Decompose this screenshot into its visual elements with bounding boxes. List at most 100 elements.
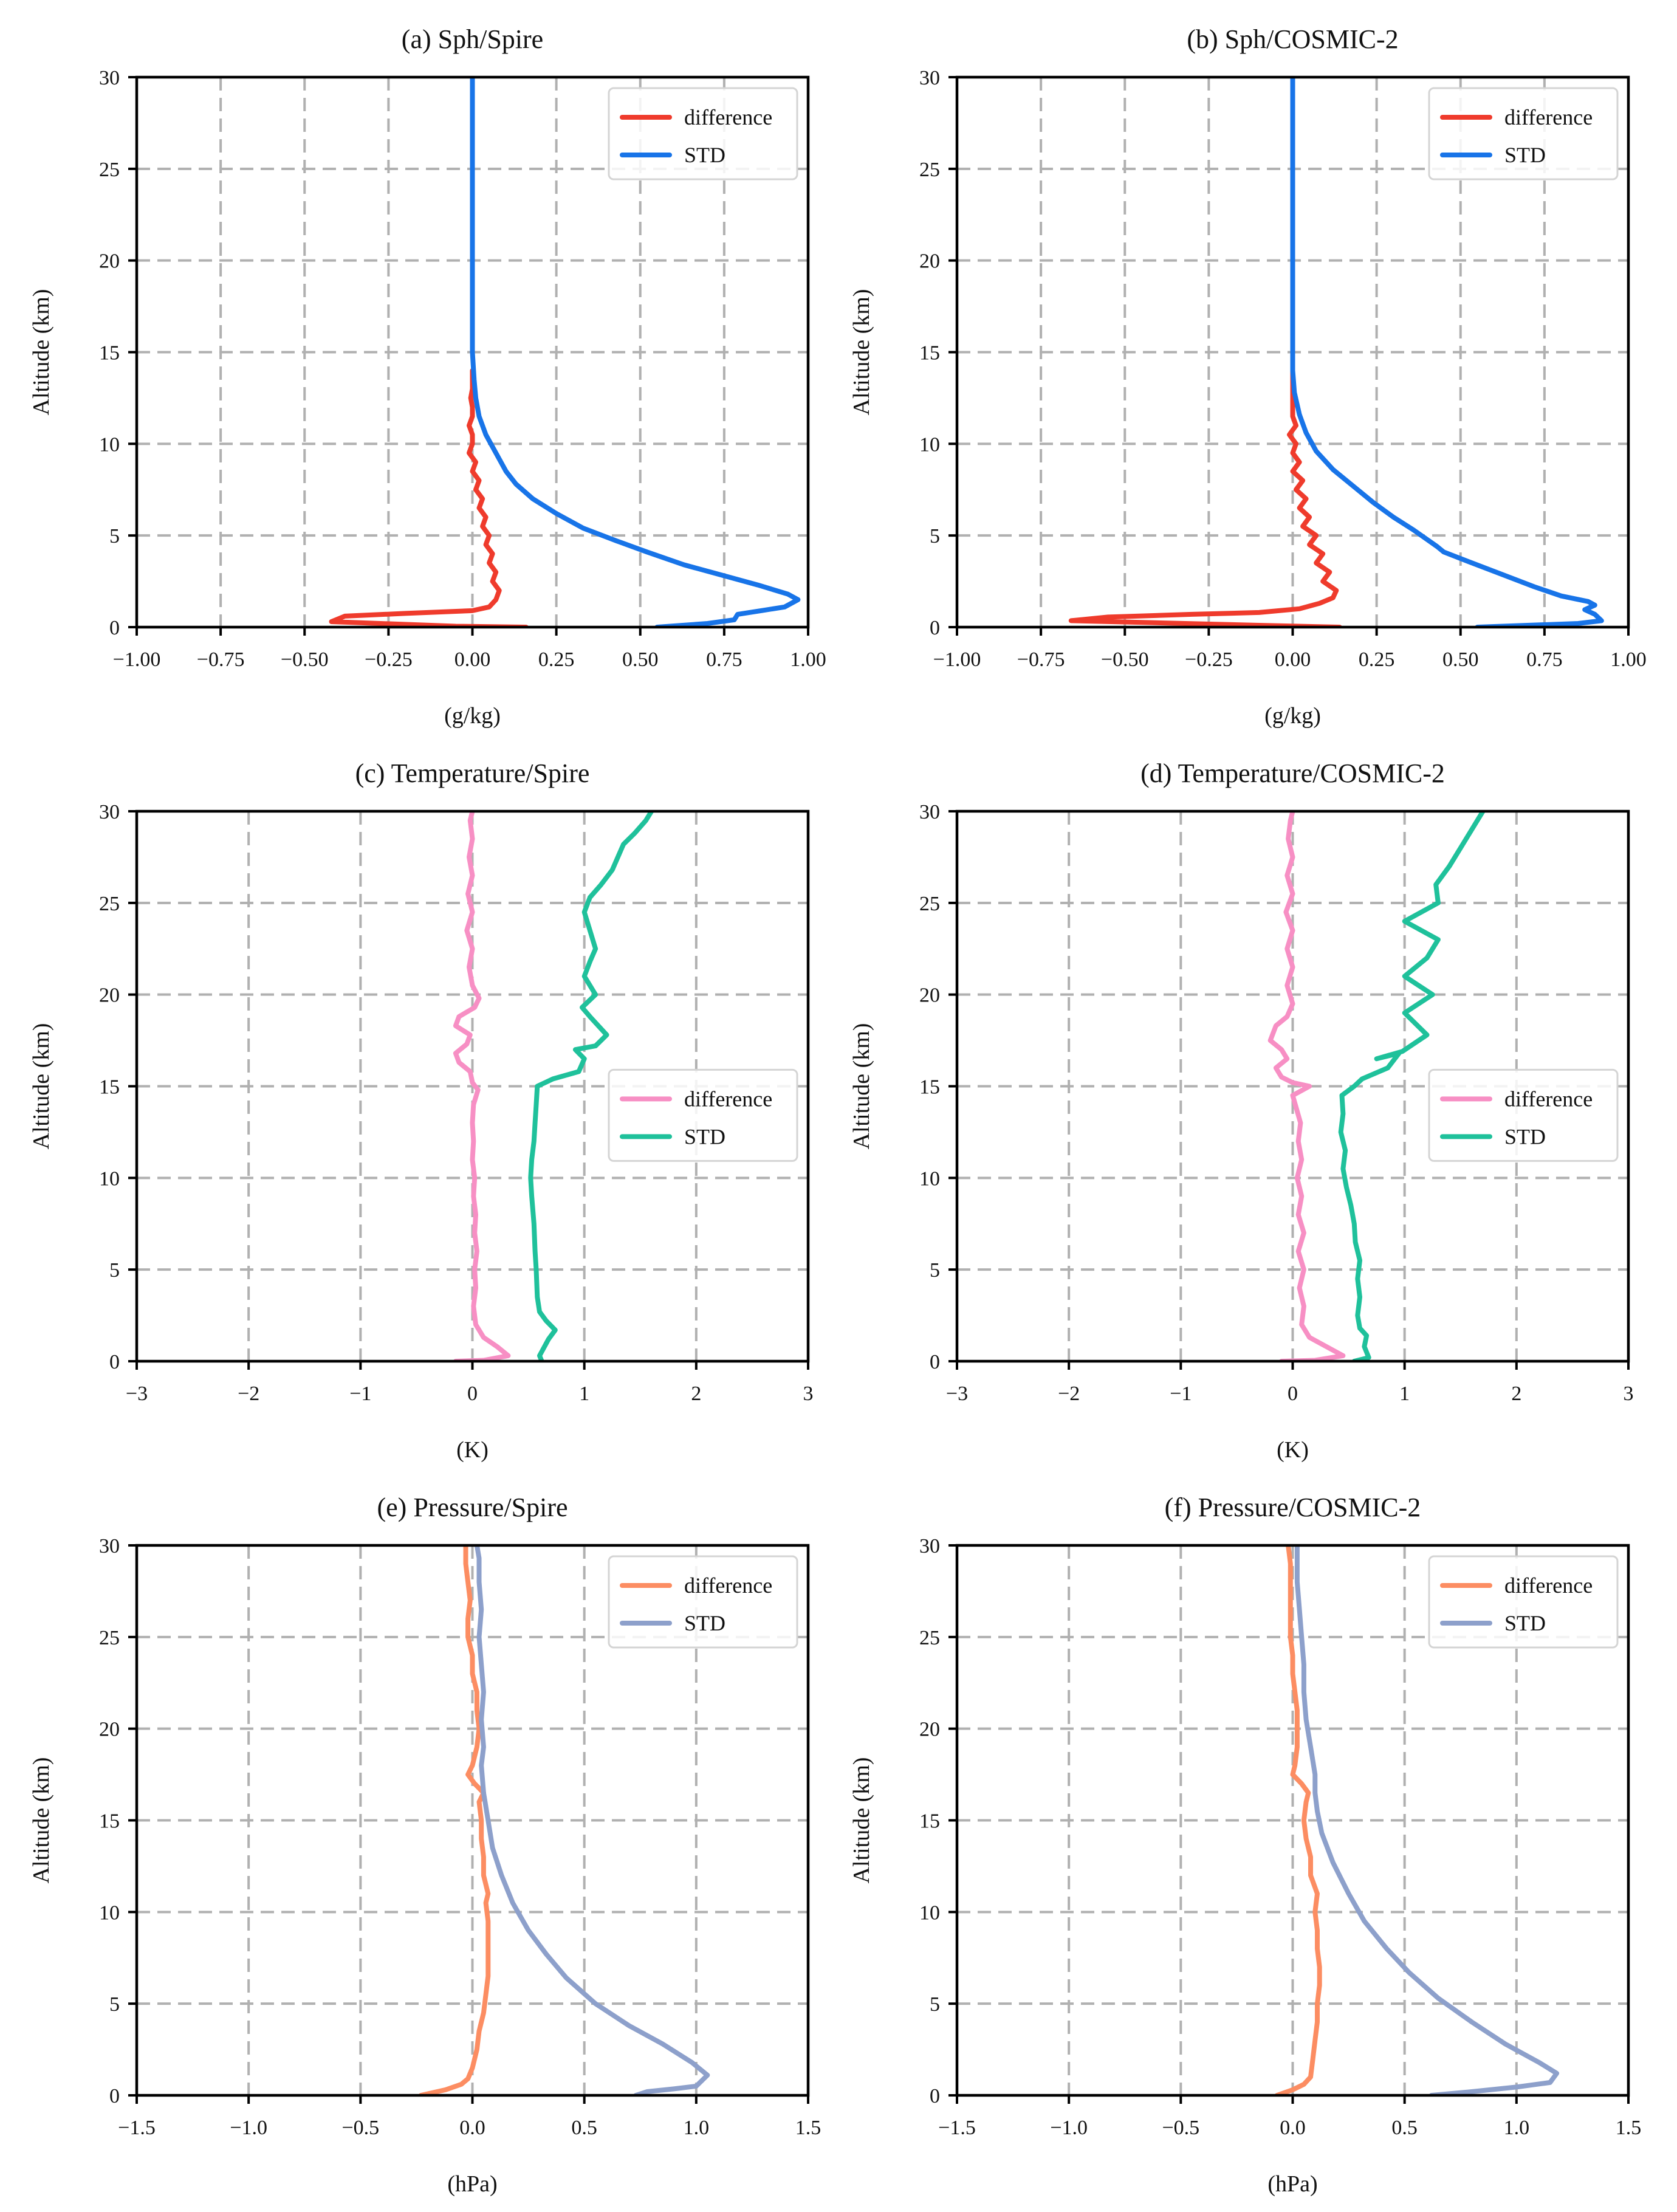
y-tick-label: 25 <box>99 893 120 915</box>
y-axis-label: Altitude (km) <box>29 1757 54 1884</box>
x-tick-label: 3 <box>803 1382 814 1405</box>
series-line-std <box>1294 1545 1560 2095</box>
y-axis-label: Altitude (km) <box>849 1757 874 1884</box>
panel-title: (b) Sph/COSMIC-2 <box>1187 24 1398 54</box>
legend-label-std: STD <box>684 1611 725 1635</box>
x-tick-label: 1 <box>579 1382 589 1405</box>
x-tick-label: −1.0 <box>1050 2117 1088 2139</box>
x-tick-label: 1.00 <box>790 648 826 671</box>
legend-label-std: STD <box>1504 143 1546 167</box>
x-tick-label: −0.5 <box>1162 2117 1199 2139</box>
y-tick-label: 0 <box>109 1351 120 1373</box>
x-axis-label: (hPa) <box>1267 2171 1317 2197</box>
x-tick-label: −1 <box>349 1382 371 1405</box>
x-tick-label: 0.0 <box>1280 2117 1306 2139</box>
x-tick-label: −0.50 <box>1101 648 1149 671</box>
x-tick-label: 0.50 <box>1442 648 1479 671</box>
panel-c: (c) Temperature/Spire−3 −2 −1 0 1 2 3051015202… <box>29 758 814 1463</box>
y-tick-label: 0 <box>109 2085 120 2107</box>
series-group <box>418 1545 710 2095</box>
y-tick-label: 5 <box>109 525 120 548</box>
y-tick-label: 15 <box>919 1810 940 1833</box>
y-tick-label: 20 <box>919 984 940 1007</box>
y-tick-label: 5 <box>930 525 940 548</box>
x-tick-label: 0.0 <box>459 2117 485 2139</box>
panel-title: (e) Pressure/Spire <box>377 1492 568 1522</box>
x-tick-label: 1.0 <box>1504 2117 1530 2139</box>
y-axis-label: Altitude (km) <box>849 289 874 416</box>
y-tick-label: 0 <box>930 617 940 639</box>
x-tick-label: 1.5 <box>1616 2117 1642 2139</box>
legend-label-std: STD <box>684 143 725 167</box>
y-tick-label: 15 <box>99 1076 120 1099</box>
y-tick-label: 10 <box>919 433 940 456</box>
panel-a: (a) Sph/Spire −1.00 −0.75 −0.50 −0.25 0.00 0.2… <box>29 24 826 729</box>
x-tick-label: −1.00 <box>933 648 981 671</box>
y-tick-label: 20 <box>919 250 940 273</box>
x-tick-label: 0.25 <box>538 648 575 671</box>
legend: difference STD <box>608 1555 798 1649</box>
y-tick-label: 5 <box>109 1259 120 1282</box>
y-tick-label: 0 <box>930 2085 940 2107</box>
panel-title: (d) Temperature/COSMIC-2 <box>1140 758 1445 788</box>
panel-b: (b) Sph/COSMIC-2 −1.00 −0.75 −0.50 −0.25 0.00… <box>849 24 1647 729</box>
y-tick-label: 15 <box>919 1076 940 1099</box>
y-tick-label: 30 <box>99 801 120 823</box>
legend: difference STD <box>608 87 798 180</box>
x-tick-label: 0.75 <box>1526 648 1563 671</box>
panel-e: (e) Pressure/Spire −1.5 −1.0 −0.5 0.0 0.5 1.0 1… <box>29 1492 821 2197</box>
legend-label-difference: difference <box>684 1087 772 1111</box>
legend-label-difference: difference <box>1504 1573 1593 1598</box>
x-tick-label: 2 <box>1511 1382 1521 1405</box>
series-group <box>453 811 654 1361</box>
y-tick-label: 10 <box>99 1167 120 1190</box>
legend-label-difference: difference <box>684 105 772 129</box>
y-tick-label: 15 <box>99 342 120 365</box>
y-tick-label: 25 <box>99 159 120 181</box>
x-tick-label: 0.50 <box>622 648 659 671</box>
series-group <box>329 77 801 627</box>
x-tick-label: −1.5 <box>938 2117 976 2139</box>
x-axis-label: (g/kg) <box>1264 703 1321 729</box>
series-line-std <box>1338 811 1486 1361</box>
x-axis-label: (K) <box>456 1437 489 1463</box>
y-tick-label: 10 <box>99 1901 120 1924</box>
legend: difference STD <box>1428 87 1619 180</box>
y-tick-label: 0 <box>930 1351 940 1373</box>
y-axis-label: Altitude (km) <box>849 1023 874 1150</box>
panel-title: (c) Temperature/Spire <box>355 758 590 788</box>
legend-label-difference: difference <box>684 1573 772 1598</box>
x-tick-label: −0.25 <box>365 648 413 671</box>
y-tick-label: 10 <box>919 1167 940 1190</box>
y-tick-label: 15 <box>99 1810 120 1833</box>
y-axis-label: Altitude (km) <box>29 1023 54 1150</box>
x-tick-label: 0.00 <box>454 648 491 671</box>
x-tick-label: 0.5 <box>571 2117 597 2139</box>
y-tick-label: 15 <box>919 342 940 365</box>
y-tick-label: 25 <box>919 1627 940 1649</box>
x-tick-label: −0.5 <box>341 2117 379 2139</box>
x-tick-label: 0.00 <box>1275 648 1311 671</box>
x-tick-label: −3 <box>946 1382 968 1405</box>
x-tick-label: −0.75 <box>197 648 245 671</box>
series-group <box>1267 811 1486 1361</box>
legend-label-std: STD <box>1504 1124 1546 1149</box>
x-tick-label: 1.00 <box>1610 648 1647 671</box>
series-line-difference <box>1267 811 1346 1361</box>
y-tick-label: 30 <box>919 67 940 89</box>
x-tick-label: −3 <box>126 1382 148 1405</box>
series-line-std <box>1290 77 1604 627</box>
x-tick-label: 0 <box>1288 1382 1298 1405</box>
panel-title: (f) Pressure/COSMIC-2 <box>1165 1492 1421 1522</box>
x-tick-label: −1.5 <box>118 2117 156 2139</box>
y-tick-label: 25 <box>919 893 940 915</box>
series-line-difference <box>329 368 529 627</box>
y-tick-label: 25 <box>99 1627 120 1649</box>
x-tick-label: 2 <box>691 1382 701 1405</box>
y-tick-label: 20 <box>99 984 120 1007</box>
series-group <box>1068 77 1604 627</box>
panel-title: (a) Sph/Spire <box>402 24 543 54</box>
x-axis-label: (hPa) <box>447 2171 497 2197</box>
y-axis-label: Altitude (km) <box>29 289 54 416</box>
y-tick-label: 0 <box>109 617 120 639</box>
